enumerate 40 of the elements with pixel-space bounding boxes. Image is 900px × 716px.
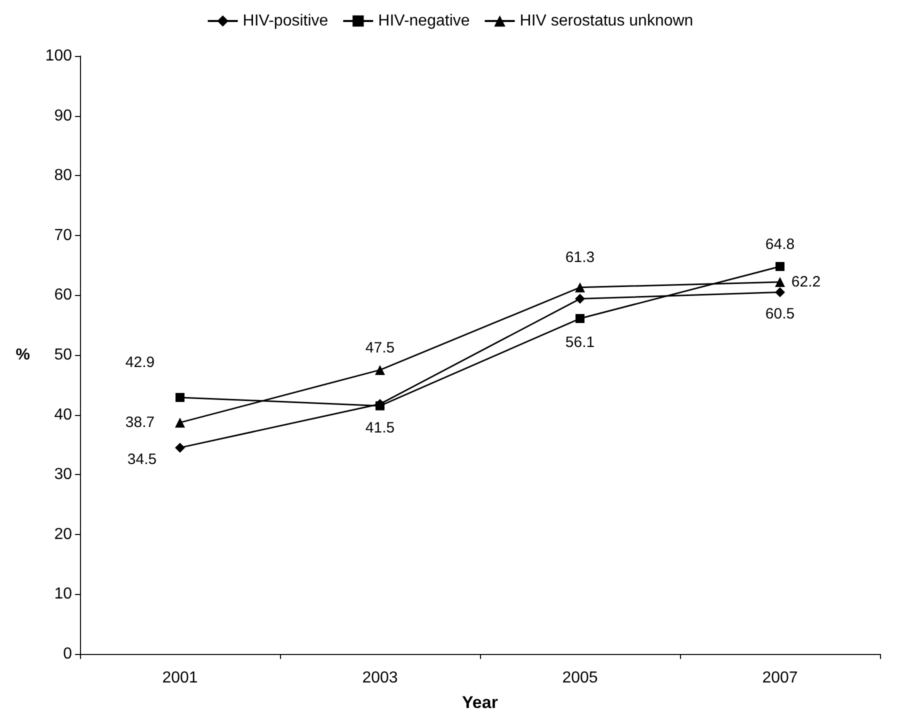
data-label: 60.5: [765, 306, 795, 323]
x-tick-label: 2005: [562, 670, 598, 686]
y-axis-title: %: [16, 346, 30, 364]
point: [175, 418, 185, 428]
x-axis-title: Year: [462, 693, 498, 712]
data-label: 38.7: [125, 414, 155, 432]
legend-label: HIV serostatus unknown: [520, 12, 694, 30]
point: [775, 287, 785, 298]
point: [775, 277, 785, 288]
y-tick-label: 40: [54, 406, 72, 424]
point: [175, 442, 185, 453]
y-tick-label: 90: [54, 107, 72, 124]
y-tick-label: 80: [54, 167, 72, 184]
y-tick-label: 0: [63, 646, 72, 662]
point: [776, 262, 784, 271]
point: [575, 294, 585, 304]
point: [176, 392, 184, 402]
y-tick-label: 100: [45, 48, 72, 64]
data-label: 42.9: [125, 354, 155, 371]
y-tick-label: 50: [54, 346, 72, 364]
x-tick-label: 2007: [762, 670, 798, 686]
data-label: 47.5: [365, 339, 395, 356]
y-tick-label: 20: [54, 526, 72, 543]
x-tick-label: 2003: [362, 670, 398, 686]
data-label: 64.8: [765, 236, 795, 253]
point: [375, 364, 385, 375]
y-tick-label: 10: [54, 586, 72, 603]
legend-label: HIV-positive: [242, 12, 328, 30]
legend-label: HIV-negative: [378, 12, 470, 30]
data-label: 56.1: [565, 334, 595, 352]
data-label: 41.5: [365, 419, 395, 436]
point: [575, 282, 585, 292]
x-tick-label: 2001: [162, 670, 198, 686]
data-label: 61.3: [565, 248, 595, 266]
data-label: 62.2: [791, 274, 821, 291]
y-tick-label: 60: [54, 286, 72, 304]
data-label: 34.5: [127, 451, 157, 468]
y-tick-label: 70: [54, 226, 72, 244]
y-tick-label: 30: [54, 466, 72, 484]
point: [576, 314, 584, 324]
